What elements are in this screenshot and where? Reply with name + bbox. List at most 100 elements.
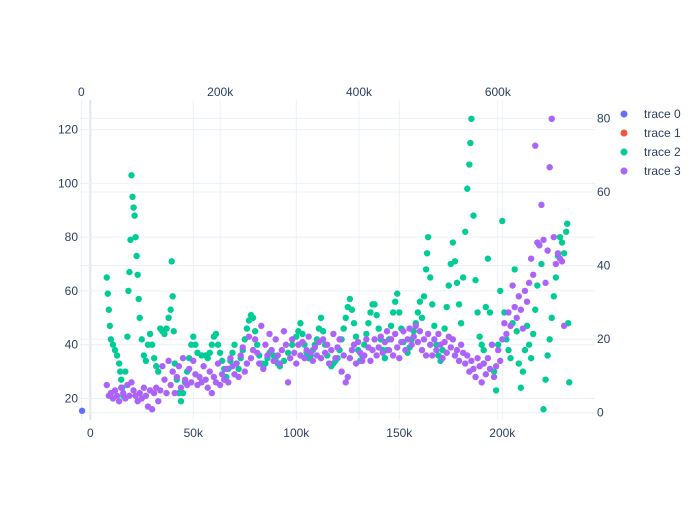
data-point-trace-2	[381, 354, 389, 362]
legend-marker	[620, 148, 628, 156]
data-point-trace-3	[332, 354, 339, 362]
data-point-trace-2	[552, 274, 560, 281]
data-point-trace-2	[208, 341, 216, 348]
legend-item-trace-0[interactable]: trace 0	[620, 107, 682, 121]
data-point-trace-2	[192, 341, 199, 348]
data-point-trace-2	[470, 212, 477, 219]
legend-item-trace-1[interactable]: trace 1	[620, 126, 682, 140]
data-point-trace-2	[109, 341, 117, 348]
data-point-trace-2	[103, 274, 110, 281]
data-point-trace-3	[346, 354, 354, 362]
data-point-trace-3	[381, 338, 389, 346]
data-point-trace-3	[247, 354, 255, 362]
data-point-trace-3	[237, 352, 244, 359]
data-point-trace-3	[169, 368, 176, 375]
data-point-trace-3	[527, 255, 535, 262]
data-point-trace-3	[433, 346, 440, 354]
data-point-trace-3	[241, 368, 248, 375]
data-point-trace-2	[427, 274, 434, 281]
data-point-trace-3	[375, 344, 382, 351]
legend-marker	[620, 110, 628, 118]
data-point-trace-2	[167, 306, 174, 313]
data-point-trace-3	[282, 341, 290, 348]
data-point-trace-2	[170, 328, 177, 335]
data-point-trace-2	[130, 204, 137, 211]
data-point-trace-3	[548, 115, 555, 123]
data-point-trace-3	[288, 336, 296, 343]
data-point-trace-3	[253, 349, 261, 356]
data-point-trace-2	[416, 298, 424, 305]
data-point-trace-3	[408, 341, 415, 348]
data-point-trace-2	[284, 349, 292, 356]
x-top-tick-label: 0	[78, 85, 85, 99]
data-point-trace-2	[530, 330, 537, 338]
data-point-trace-3	[309, 357, 316, 365]
data-point-trace-3	[515, 293, 522, 300]
data-point-trace-2	[153, 363, 160, 370]
data-point-trace-2	[342, 314, 349, 322]
data-point-trace-2	[131, 212, 138, 219]
data-point-trace-2	[367, 309, 374, 316]
legend-item-trace-3[interactable]: trace 3	[620, 164, 682, 178]
data-point-trace-3	[367, 357, 374, 365]
data-point-trace-2	[253, 341, 261, 348]
y-right-tick-label: 0	[597, 406, 604, 420]
data-point-trace-3	[280, 328, 288, 335]
data-point-trace-3	[455, 357, 463, 365]
data-point-trace-2	[492, 387, 500, 394]
data-point-trace-3	[330, 330, 337, 338]
data-point-trace-3	[525, 279, 533, 287]
data-point-trace-2	[216, 349, 224, 356]
data-point-trace-2	[352, 333, 360, 340]
x-bottom-tick-label: 0	[87, 426, 94, 440]
data-point-trace-3	[334, 344, 341, 351]
data-point-trace-3	[317, 354, 325, 362]
data-point-trace-3	[354, 338, 362, 346]
data-point-trace-2	[478, 341, 485, 348]
data-point-trace-2	[540, 406, 547, 413]
data-point-trace-2	[527, 354, 535, 362]
data-point-trace-2	[542, 376, 549, 383]
data-point-trace-2	[525, 341, 533, 348]
x-top-tick-label: 200k	[207, 85, 234, 99]
data-point-trace-3	[429, 352, 436, 359]
data-point-trace-2	[459, 274, 467, 281]
data-point-trace-3	[387, 336, 395, 343]
data-point-trace-2	[107, 336, 115, 343]
data-point-trace-2	[125, 287, 132, 295]
data-point-trace-3	[468, 357, 475, 365]
data-point-trace-3	[200, 363, 207, 370]
data-point-trace-3	[511, 303, 518, 311]
data-point-trace-3	[546, 164, 553, 171]
data-point-trace-2	[243, 325, 251, 332]
data-point-trace-3	[173, 373, 181, 381]
data-point-trace-3	[523, 298, 531, 305]
axes: 0 50k 100k 150k 200k 0 200k 400k 600k 20 40 60 80 100…	[58, 85, 611, 440]
data-point-trace-3	[435, 330, 442, 338]
data-point-trace-3	[414, 338, 422, 346]
data-point-trace-3	[262, 341, 269, 348]
data-point-trace-2	[115, 360, 123, 367]
legend[interactable]: trace 0 trace 1 trace 2 trace 3	[620, 107, 682, 178]
data-point-trace-3	[142, 392, 150, 399]
data-point-trace-3	[488, 341, 496, 348]
data-point-trace-2	[566, 379, 573, 386]
legend-label: trace 2	[644, 145, 681, 159]
x-top-tick-label: 400k	[346, 85, 373, 99]
data-point-trace-3	[449, 336, 457, 343]
data-point-trace-3	[278, 346, 286, 354]
data-point-trace-2	[375, 325, 382, 332]
data-point-trace-2	[104, 290, 112, 297]
data-point-trace-3	[558, 258, 566, 265]
data-point-trace-2	[429, 301, 436, 308]
data-point-trace-2	[299, 330, 306, 338]
data-point-trace-2	[317, 314, 325, 322]
y-left-tick-label: 40	[65, 338, 79, 352]
data-point-trace-2	[126, 268, 133, 276]
data-point-trace-2	[350, 319, 358, 327]
data-point-trace-3	[321, 349, 329, 356]
data-point-trace-3	[130, 387, 137, 394]
data-point-trace-2	[558, 239, 566, 246]
legend-item-trace-2[interactable]: trace 2	[620, 145, 682, 159]
data-point-trace-3	[216, 381, 224, 389]
